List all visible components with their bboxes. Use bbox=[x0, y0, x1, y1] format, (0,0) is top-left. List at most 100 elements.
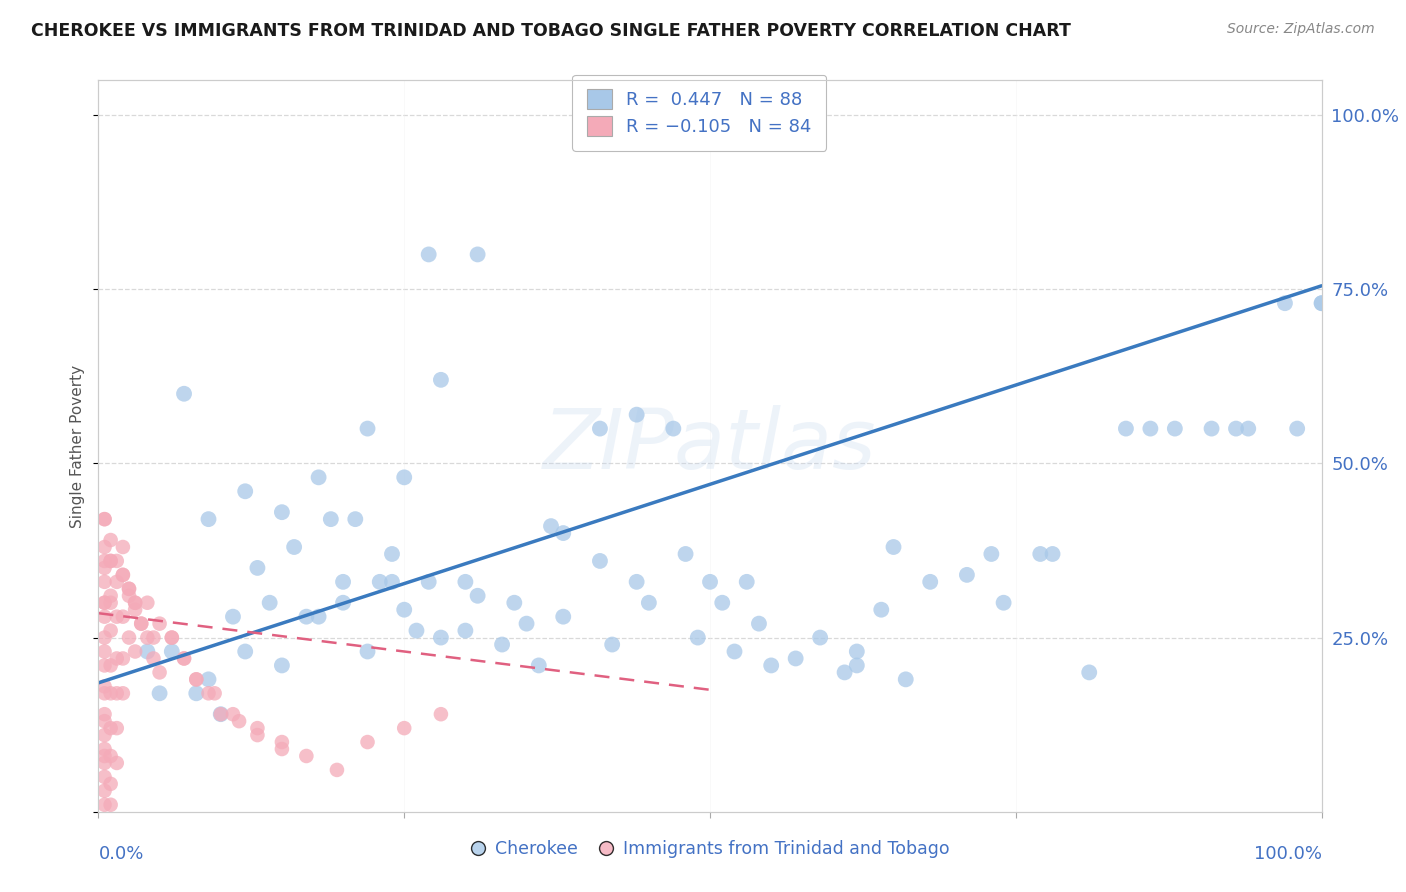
Point bbox=[1225, 421, 1247, 435]
Point bbox=[527, 658, 550, 673]
Point bbox=[270, 505, 294, 519]
Point bbox=[883, 540, 905, 554]
Point bbox=[173, 651, 195, 665]
Point bbox=[93, 797, 115, 812]
Point bbox=[686, 631, 709, 645]
Point bbox=[93, 540, 115, 554]
Point bbox=[100, 554, 122, 568]
Point bbox=[540, 519, 562, 533]
Point bbox=[111, 651, 134, 665]
Point bbox=[93, 658, 115, 673]
Point bbox=[233, 644, 256, 658]
Text: CHEROKEE VS IMMIGRANTS FROM TRINIDAD AND TOBAGO SINGLE FATHER POVERTY CORRELATIO: CHEROKEE VS IMMIGRANTS FROM TRINIDAD AND… bbox=[31, 22, 1071, 40]
Point bbox=[105, 756, 128, 770]
Point bbox=[111, 686, 134, 700]
Point bbox=[233, 484, 256, 499]
Point bbox=[142, 631, 165, 645]
Point bbox=[1042, 547, 1064, 561]
Point bbox=[381, 547, 404, 561]
Point bbox=[197, 686, 219, 700]
Point bbox=[589, 554, 612, 568]
Point bbox=[246, 721, 269, 735]
Point bbox=[93, 554, 115, 568]
Point bbox=[93, 679, 115, 693]
Point bbox=[270, 742, 294, 756]
Point bbox=[344, 512, 367, 526]
Point bbox=[93, 609, 115, 624]
Point bbox=[100, 797, 122, 812]
Point bbox=[124, 603, 146, 617]
Point bbox=[259, 596, 281, 610]
Point bbox=[430, 373, 453, 387]
Point bbox=[467, 589, 489, 603]
Point bbox=[270, 735, 294, 749]
Point bbox=[222, 609, 245, 624]
Point bbox=[553, 526, 575, 541]
Point bbox=[845, 658, 868, 673]
Point bbox=[129, 616, 152, 631]
Point bbox=[204, 686, 226, 700]
Point bbox=[454, 624, 477, 638]
Point bbox=[93, 742, 115, 756]
Point bbox=[368, 574, 391, 589]
Point bbox=[418, 574, 440, 589]
Point bbox=[319, 512, 342, 526]
Point bbox=[845, 644, 868, 658]
Point bbox=[118, 582, 141, 596]
Point bbox=[105, 554, 128, 568]
Point bbox=[136, 596, 159, 610]
Point bbox=[136, 631, 159, 645]
Point bbox=[111, 567, 134, 582]
Point bbox=[405, 624, 427, 638]
Point bbox=[222, 707, 245, 722]
Point bbox=[295, 609, 318, 624]
Point bbox=[100, 533, 122, 547]
Point bbox=[993, 596, 1015, 610]
Point bbox=[105, 721, 128, 735]
Point bbox=[186, 673, 208, 687]
Point bbox=[392, 721, 416, 735]
Point bbox=[326, 763, 349, 777]
Text: ZIPatlas: ZIPatlas bbox=[543, 406, 877, 486]
Point bbox=[392, 603, 416, 617]
Point bbox=[870, 603, 893, 617]
Point bbox=[93, 561, 115, 575]
Point bbox=[105, 574, 128, 589]
Point bbox=[105, 686, 128, 700]
Point bbox=[1310, 296, 1333, 310]
Point bbox=[785, 651, 807, 665]
Point bbox=[186, 686, 208, 700]
Point bbox=[136, 644, 159, 658]
Point bbox=[209, 707, 232, 722]
Point bbox=[93, 512, 115, 526]
Point bbox=[467, 247, 489, 261]
Text: 0.0%: 0.0% bbox=[98, 845, 143, 863]
Point bbox=[197, 673, 219, 687]
Point bbox=[295, 749, 318, 764]
Point bbox=[430, 631, 453, 645]
Point bbox=[100, 589, 122, 603]
Point bbox=[356, 644, 378, 658]
Point bbox=[100, 596, 122, 610]
Point bbox=[270, 658, 294, 673]
Point bbox=[662, 421, 685, 435]
Point bbox=[100, 721, 122, 735]
Point bbox=[418, 247, 440, 261]
Point bbox=[675, 547, 697, 561]
Point bbox=[111, 540, 134, 554]
Point bbox=[100, 777, 122, 791]
Point bbox=[173, 651, 195, 665]
Point bbox=[93, 644, 115, 658]
Point bbox=[160, 631, 183, 645]
Point bbox=[129, 616, 152, 631]
Point bbox=[93, 512, 115, 526]
Point bbox=[93, 714, 115, 728]
Point bbox=[711, 596, 734, 610]
Point bbox=[100, 749, 122, 764]
Point bbox=[93, 631, 115, 645]
Point bbox=[209, 707, 232, 722]
Point bbox=[430, 707, 453, 722]
Point bbox=[834, 665, 856, 680]
Point bbox=[93, 596, 115, 610]
Point bbox=[515, 616, 537, 631]
